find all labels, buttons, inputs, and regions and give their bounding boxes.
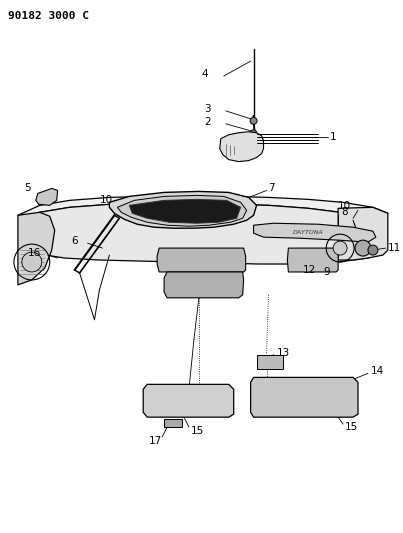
Polygon shape [117,196,247,226]
Polygon shape [18,212,55,285]
Polygon shape [164,419,182,427]
Text: 2: 2 [204,117,210,127]
Text: 6: 6 [72,236,78,246]
Text: 15: 15 [191,426,204,436]
Text: 16: 16 [28,248,41,258]
Polygon shape [109,191,257,228]
Text: 9: 9 [323,267,330,277]
Polygon shape [318,399,325,411]
Polygon shape [253,223,376,242]
Text: 14: 14 [371,366,384,376]
Text: 1: 1 [330,132,337,142]
Polygon shape [36,189,58,205]
Polygon shape [348,399,355,411]
Text: 13: 13 [276,348,290,358]
Text: 8: 8 [341,207,348,217]
Text: 7: 7 [268,183,275,193]
Text: 15: 15 [345,422,358,432]
Text: 17: 17 [149,436,162,446]
Polygon shape [143,384,234,417]
Text: 3: 3 [204,104,210,114]
Circle shape [251,130,257,136]
Circle shape [368,245,378,255]
Polygon shape [257,354,283,369]
Circle shape [333,241,347,255]
Text: 10: 10 [100,196,112,205]
Polygon shape [328,399,335,411]
Text: 10: 10 [338,201,351,212]
Polygon shape [338,399,345,411]
Polygon shape [18,196,388,220]
Polygon shape [287,248,338,272]
Text: 12: 12 [302,265,316,275]
Text: 90182 3000 C: 90182 3000 C [8,11,89,21]
Polygon shape [164,272,244,298]
Polygon shape [129,199,241,223]
Polygon shape [220,132,264,161]
Circle shape [22,252,42,272]
Text: DAYTONA: DAYTONA [293,230,324,235]
Text: 5: 5 [24,183,31,193]
Text: 4: 4 [202,69,208,79]
Polygon shape [251,377,358,417]
Polygon shape [338,207,388,260]
Circle shape [355,240,371,256]
Circle shape [250,117,257,124]
Text: 11: 11 [388,243,401,253]
Polygon shape [157,248,246,272]
Polygon shape [20,204,383,264]
